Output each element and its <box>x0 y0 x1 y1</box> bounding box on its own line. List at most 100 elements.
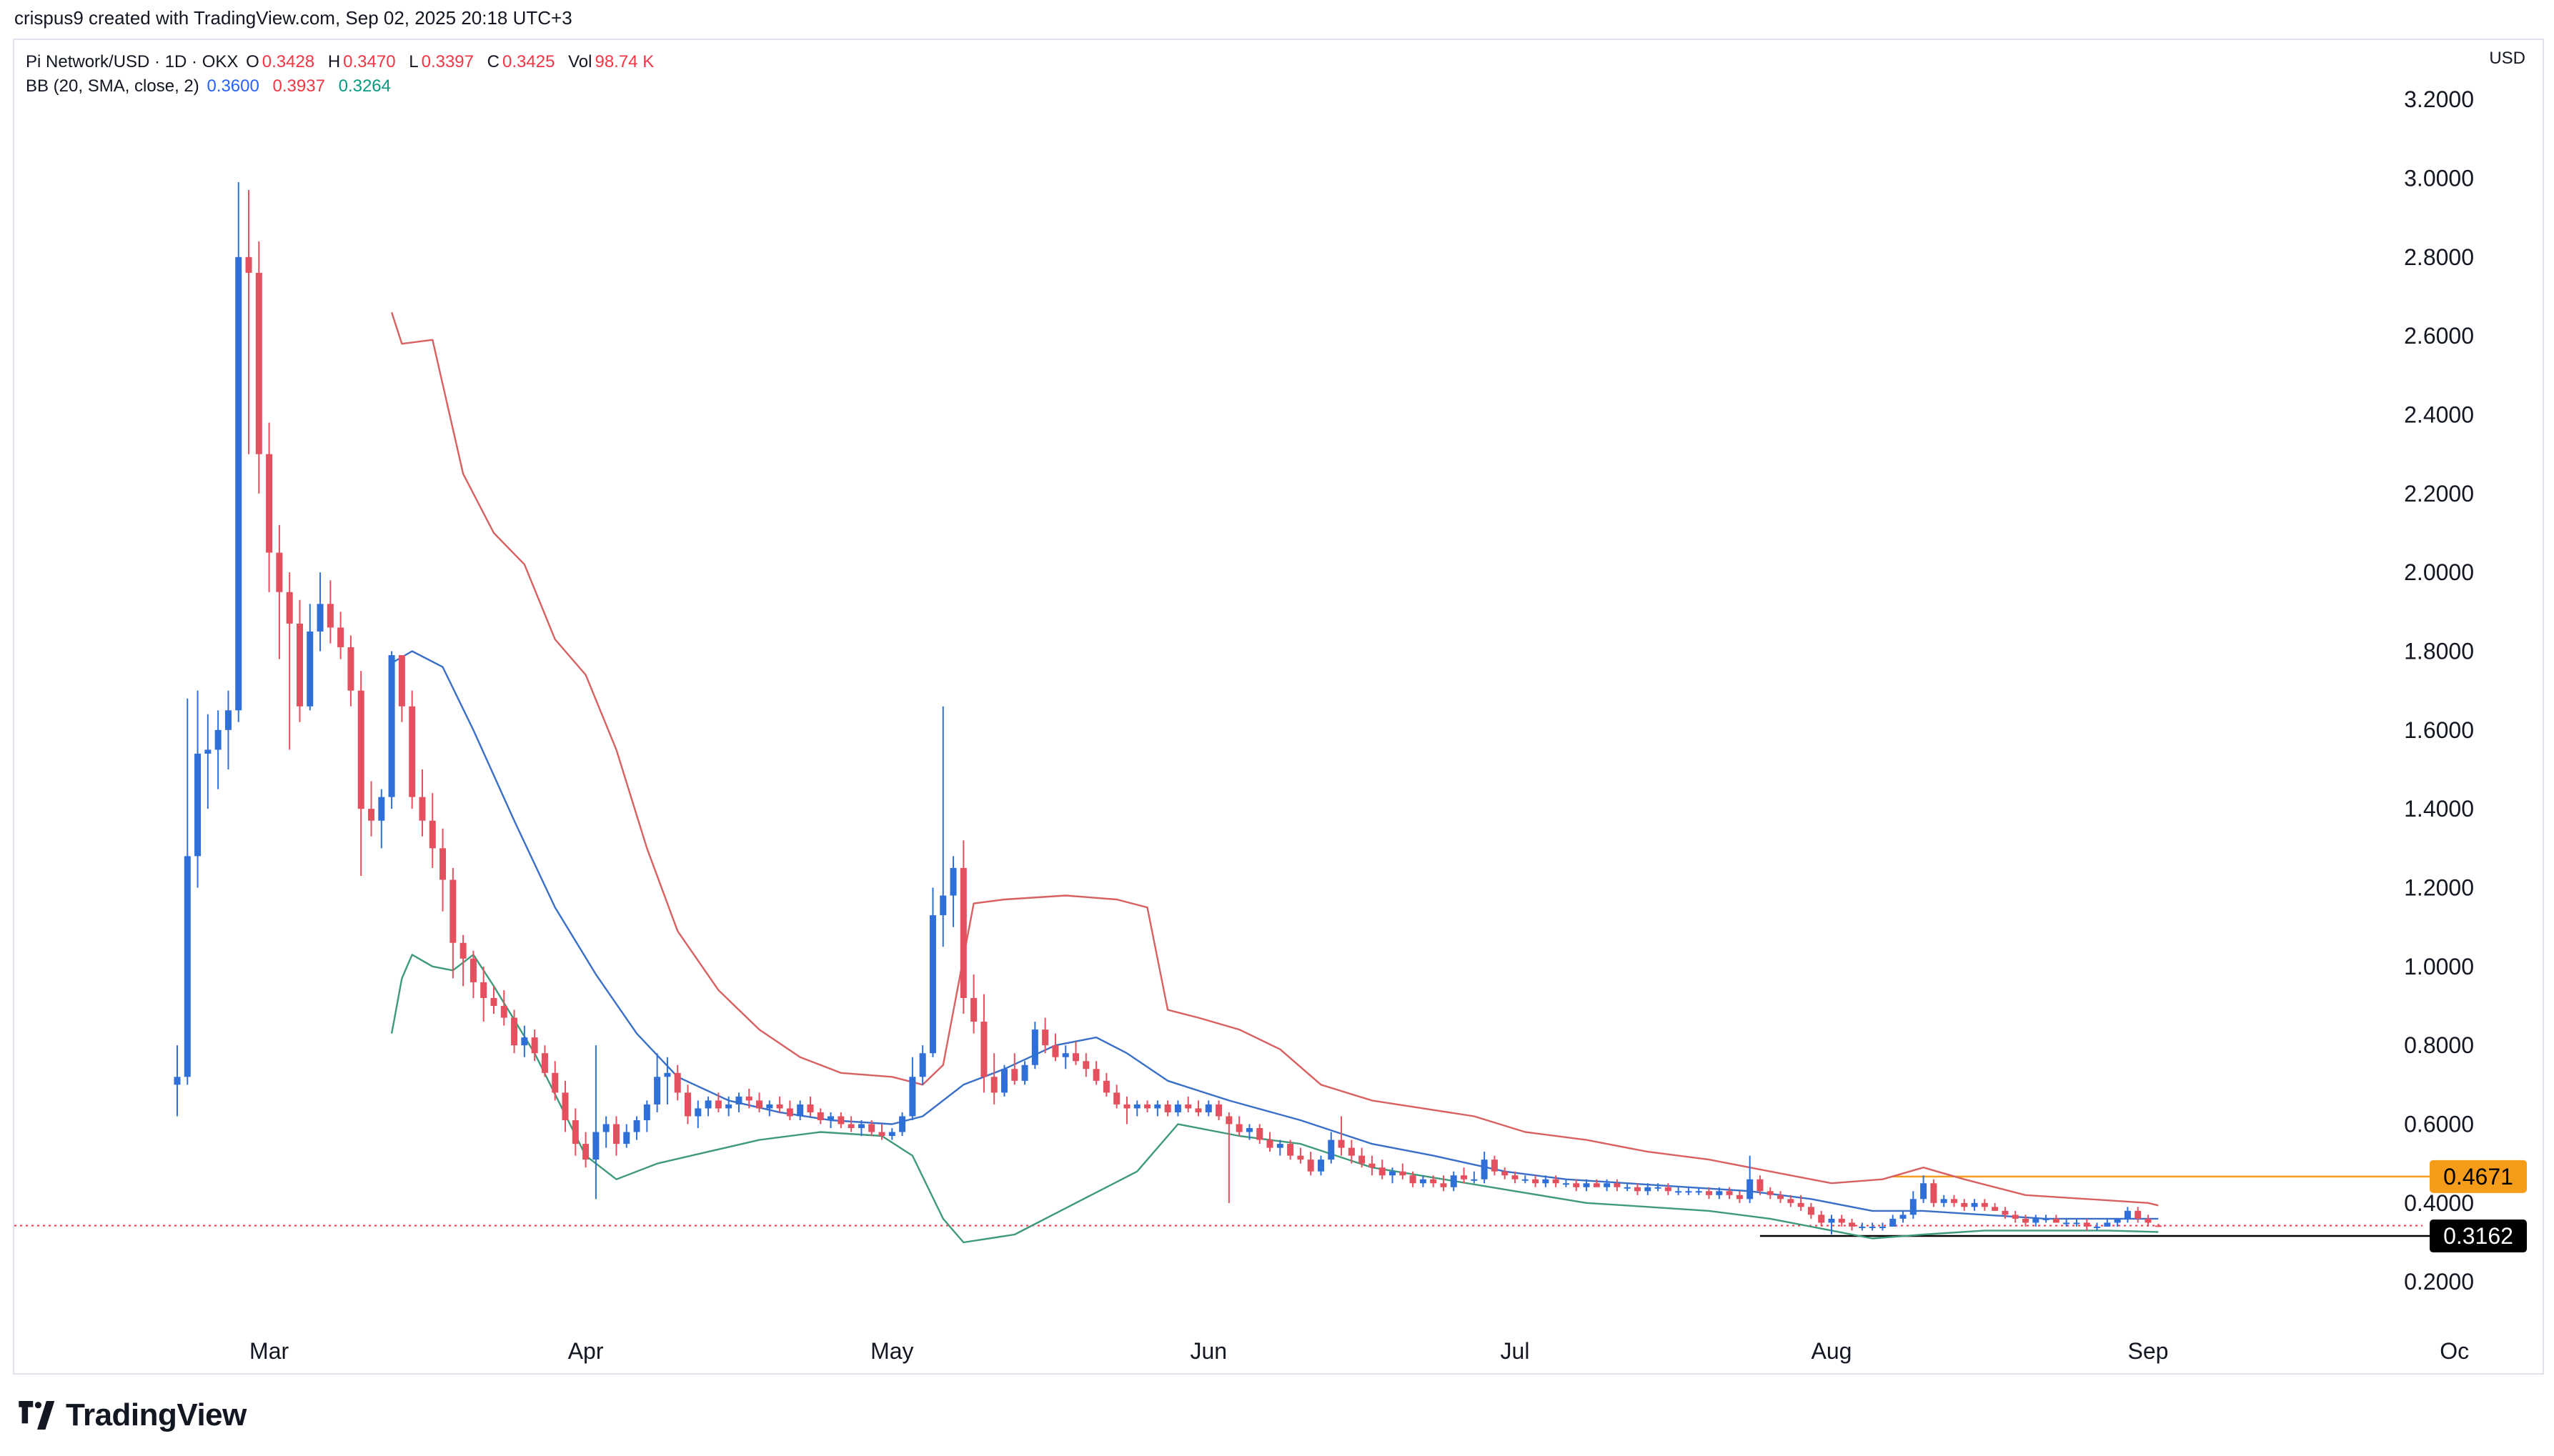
candle-body <box>500 1005 507 1018</box>
candle <box>1399 1163 1406 1180</box>
candle-body <box>174 1077 181 1085</box>
candle-body <box>878 1132 885 1137</box>
candle <box>1174 1100 1181 1117</box>
candle-body <box>562 1092 569 1120</box>
candle <box>940 706 947 947</box>
candle-body <box>1757 1179 1764 1192</box>
candle-body <box>1849 1222 1856 1227</box>
candle-body <box>1716 1191 1723 1195</box>
candle-body <box>1879 1226 1886 1228</box>
candle-body <box>2104 1222 2111 1227</box>
resistance-label-bg <box>2430 1160 2527 1193</box>
candle-body <box>1073 1053 1080 1062</box>
candle <box>1807 1202 1814 1219</box>
candle <box>715 1092 722 1112</box>
candle <box>1777 1191 1784 1203</box>
candle <box>317 572 324 652</box>
x-tick-label: Sep <box>2128 1338 2169 1364</box>
candle <box>1317 1155 1324 1176</box>
candle <box>2104 1218 2111 1227</box>
candle-body <box>1256 1128 1263 1140</box>
candle <box>1236 1116 1243 1137</box>
symbol-label[interactable]: Pi Network/USD · 1D · OKX <box>26 52 239 71</box>
candle-body <box>1562 1183 1569 1185</box>
candle-body <box>307 631 314 707</box>
price-chart[interactable]: 0.2000 0.4000 0.6000 0.8000 1.0000 1.2000 1.40… <box>0 0 2554 1375</box>
candle <box>174 1045 181 1117</box>
candle <box>1287 1140 1294 1160</box>
legend-bb-row: BB (20, SMA, close, 2) 0.3600 0.3937 0.3… <box>26 74 662 99</box>
support-label: 0.3162 <box>2443 1223 2513 1249</box>
x-tick-label: Apr <box>568 1338 604 1364</box>
x-tick-label: Jun <box>1190 1338 1227 1364</box>
candle <box>858 1120 865 1137</box>
candle-body <box>643 1104 650 1120</box>
candle-body <box>1042 1029 1049 1046</box>
candle <box>1307 1152 1314 1176</box>
candle-body <box>1511 1175 1519 1180</box>
bb-basis-line <box>391 650 2159 1220</box>
candle <box>541 1045 548 1077</box>
candle-body <box>1450 1175 1457 1187</box>
level-labels-group: 0.4671 0.3162 <box>2430 1160 2527 1253</box>
candle-body <box>1797 1202 1804 1207</box>
resistance-label: 0.4671 <box>2443 1164 2513 1190</box>
candle-body <box>776 1104 783 1109</box>
chart-credit: crispus9 created with TradingView.com, S… <box>14 7 572 29</box>
y-tick-label: 1.2000 <box>2404 874 2474 900</box>
candle-body <box>1052 1045 1059 1057</box>
candle <box>2094 1222 2101 1231</box>
candle <box>1246 1124 1253 1140</box>
candle-body <box>2032 1218 2039 1223</box>
candle <box>1471 1171 1478 1184</box>
candle <box>1000 1064 1008 1097</box>
candle-body <box>1695 1191 1702 1193</box>
y-tick-label: 2.2000 <box>2404 481 2474 507</box>
candle <box>735 1092 742 1112</box>
candle <box>1706 1187 1712 1200</box>
candle <box>1767 1187 1774 1200</box>
candle <box>1889 1215 1897 1227</box>
candle-body <box>1000 1069 1008 1093</box>
candle <box>255 241 262 494</box>
candle-body <box>888 1132 895 1137</box>
candle <box>521 1025 528 1057</box>
bb-upper-band <box>390 311 2159 1207</box>
candle-body <box>1501 1171 1509 1176</box>
candle <box>1634 1183 1641 1195</box>
candle <box>2145 1215 2152 1227</box>
candle <box>1797 1195 1804 1211</box>
y-tick-label: 3.0000 <box>2404 165 2474 191</box>
candle-body <box>1195 1108 1202 1112</box>
candle <box>368 781 375 837</box>
bb-indicator-label[interactable]: BB (20, SMA, close, 2) <box>26 76 199 96</box>
low-value: 0.3397 <box>421 52 474 71</box>
candle-body <box>1164 1104 1171 1112</box>
candle <box>2063 1218 2070 1227</box>
candle <box>623 1124 630 1148</box>
candle-body <box>2022 1218 2029 1223</box>
candle-body <box>1021 1064 1028 1081</box>
candle-body <box>1368 1163 1376 1168</box>
candle-body <box>327 604 334 628</box>
candle-body <box>337 627 344 647</box>
candle <box>1226 1112 1233 1203</box>
candle-body <box>909 1077 916 1117</box>
candle <box>266 422 273 592</box>
y-tick-label: 0.4000 <box>2404 1190 2474 1216</box>
candle-body <box>286 592 293 624</box>
currency-label[interactable]: USD <box>2489 49 2525 68</box>
candle-body <box>255 272 262 454</box>
y-tick-label: 2.0000 <box>2404 559 2474 585</box>
candle <box>745 1088 752 1109</box>
candle <box>429 793 436 868</box>
candle-body <box>1461 1175 1468 1180</box>
candle-body <box>1205 1104 1212 1112</box>
candle <box>2124 1207 2131 1223</box>
candle-body <box>695 1108 702 1117</box>
candle <box>378 789 385 849</box>
candle-body <box>1920 1183 1927 1200</box>
candle <box>1276 1140 1283 1156</box>
candle <box>2042 1215 2049 1223</box>
candle <box>1838 1215 1845 1227</box>
